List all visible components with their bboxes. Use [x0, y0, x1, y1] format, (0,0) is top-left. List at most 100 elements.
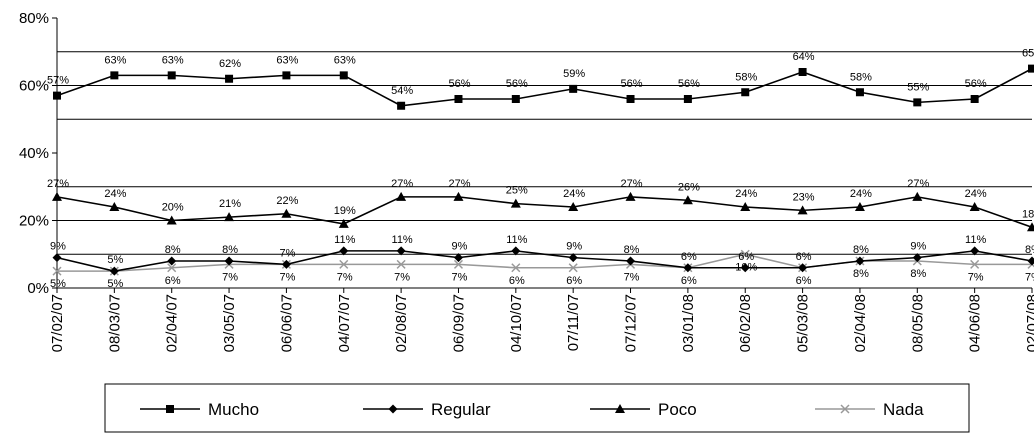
point-regular [339, 246, 349, 256]
data-label-poco: 27% [47, 178, 69, 190]
point-poco [568, 202, 579, 211]
point-mucho [741, 88, 750, 97]
data-label-regular: 8% [222, 244, 238, 256]
data-label-nada: 7% [968, 271, 984, 283]
point-mucho [913, 98, 922, 107]
point-mucho [569, 84, 578, 93]
x-tick-label: 03/05/07 [221, 294, 238, 352]
data-label-regular: 7% [279, 247, 295, 259]
data-label-regular: 8% [624, 244, 640, 256]
data-label-regular: 11% [506, 234, 527, 246]
data-label-mucho: 56% [965, 78, 987, 90]
series-poco [52, 191, 1034, 232]
data-label-nada: 5% [107, 278, 123, 290]
point-mucho [626, 95, 635, 103]
point-poco [969, 202, 980, 211]
data-label-regular: 11% [334, 234, 355, 246]
point-regular [396, 246, 406, 256]
data-label-poco: 27% [391, 178, 413, 190]
data-label-nada: 7% [1025, 271, 1034, 283]
legend-marker-regular [388, 404, 398, 414]
data-label-nada: 7% [624, 271, 640, 283]
point-nada [167, 263, 177, 273]
legend-label-mucho: Mucho [208, 400, 259, 419]
point-regular [683, 263, 693, 273]
data-label-poco: 27% [448, 178, 470, 190]
y-tick-label: 0% [27, 280, 49, 297]
x-tick-label: 03/01/08 [680, 294, 697, 352]
point-regular [1027, 256, 1034, 266]
data-label-poco: 25% [506, 185, 528, 197]
data-label-nada: 8% [853, 268, 869, 280]
point-mucho [167, 71, 176, 80]
point-poco [1027, 222, 1034, 232]
point-regular [970, 246, 980, 256]
point-nada [339, 259, 349, 269]
y-tick-label: 20% [19, 213, 49, 230]
point-poco [912, 191, 923, 201]
data-label-regular: 8% [165, 244, 181, 256]
data-label-nada: 7% [337, 271, 353, 283]
data-label-mucho: 58% [850, 71, 872, 83]
data-label-regular: 11% [392, 234, 413, 246]
data-label-nada: 6% [796, 275, 812, 287]
point-poco [854, 202, 865, 211]
point-regular [855, 256, 865, 266]
data-labels: 5%5%6%7%7%7%7%7%6%6%7%6%10%6%8%8%7%7%9%5… [47, 48, 1034, 291]
data-label-poco: 24% [850, 188, 872, 200]
x-tick-label: 02/07/08 [1024, 294, 1034, 352]
point-regular [52, 253, 62, 263]
legend-box [104, 383, 970, 433]
series-regular [52, 246, 1034, 276]
data-label-mucho: 63% [276, 54, 298, 66]
data-label-poco: 26% [678, 181, 700, 193]
point-nada [453, 259, 464, 269]
data-label-mucho: 55% [907, 81, 929, 93]
data-label-nada: 6% [566, 275, 582, 287]
legend-label-regular: Regular [431, 400, 491, 419]
data-label-regular: 11% [965, 234, 986, 246]
point-regular [109, 266, 119, 276]
point-mucho [798, 68, 807, 76]
data-label-poco: 24% [735, 188, 757, 200]
x-tick-label: 02/08/07 [393, 294, 410, 352]
point-poco [109, 202, 120, 211]
x-tick-label: 06/06/07 [278, 294, 295, 352]
y-tick-label: 80% [19, 10, 49, 27]
x-tick-label: 05/03/08 [795, 294, 812, 352]
x-axis-ticks: 07/02/07 08/03/07 02/04/07 03/05/07 06/06/07… [49, 288, 1034, 352]
y-tick-label: 60% [19, 78, 49, 95]
data-label-poco: 18% [1022, 208, 1034, 220]
x-tick-label: 08/05/08 [909, 294, 926, 352]
x-tick-label: 04/10/07 [508, 294, 525, 352]
data-label-nada: 10% [735, 261, 757, 273]
data-label-mucho: 59% [563, 68, 585, 80]
x-tick-label: 07/02/07 [49, 294, 66, 352]
point-mucho [225, 74, 234, 83]
point-poco [740, 202, 751, 211]
point-regular [281, 259, 291, 269]
y-axis-ticks: 0% 20% 40% 60% 80% [19, 10, 57, 297]
point-regular [740, 263, 750, 273]
point-regular [912, 253, 922, 263]
x-tick-label: 04/06/08 [967, 294, 984, 352]
data-label-regular: 6% [796, 251, 812, 263]
legend-marker-nada [840, 404, 850, 414]
data-label-mucho: 62% [219, 58, 241, 70]
series-line-poco [56, 196, 1033, 229]
point-regular [568, 253, 578, 263]
point-mucho [397, 101, 406, 110]
data-label-mucho: 63% [334, 54, 356, 66]
series-line-mucho [56, 67, 1033, 107]
data-label-poco: 22% [276, 195, 298, 207]
data-label-regular: 9% [566, 241, 582, 253]
point-regular [798, 263, 808, 273]
axes [56, 18, 1032, 289]
data-label-mucho: 58% [735, 71, 757, 83]
point-poco [281, 208, 292, 218]
data-label-poco: 20% [162, 202, 184, 214]
legend-item-poco: Poco [590, 400, 697, 419]
point-nada [740, 249, 750, 259]
data-label-mucho: 65% [1022, 48, 1034, 60]
